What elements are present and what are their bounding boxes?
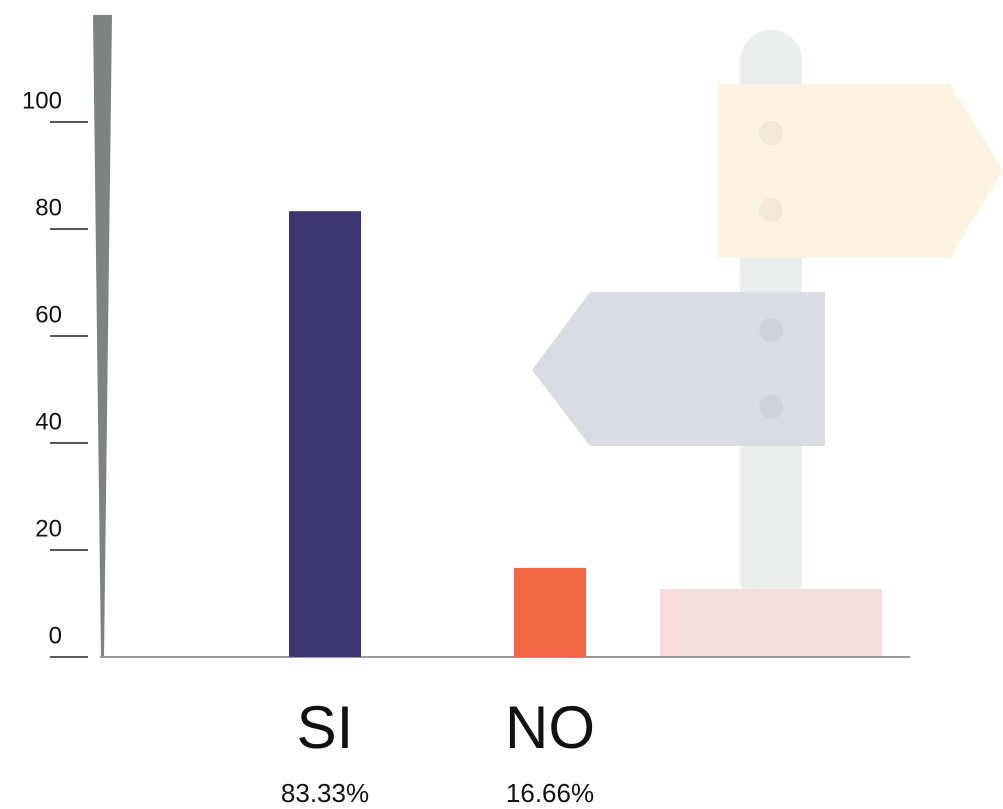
y-tick-label: 60: [35, 301, 62, 328]
sign-base: [660, 589, 882, 657]
bar: [514, 567, 586, 657]
sign-bolt: [759, 318, 783, 342]
value-label: 16.66%: [506, 778, 594, 808]
y-tick-label: 100: [22, 87, 62, 114]
sign-bolt: [759, 395, 783, 419]
sign-bolt: [759, 121, 783, 145]
y-tick-label: 20: [35, 515, 62, 542]
x-tick-label: SI: [297, 694, 354, 761]
bar: [289, 211, 361, 657]
y-tick-label: 0: [49, 622, 62, 649]
sign-left: [532, 292, 825, 446]
y-axis: [93, 15, 112, 657]
y-tick-label: 80: [35, 194, 62, 221]
sign-right: [718, 84, 1003, 258]
sign-bolt: [759, 198, 783, 222]
x-tick-label: NO: [505, 694, 595, 761]
value-label: 83.33%: [281, 778, 369, 808]
y-tick-label: 40: [35, 408, 62, 435]
signpost-decoration: [532, 30, 1003, 657]
